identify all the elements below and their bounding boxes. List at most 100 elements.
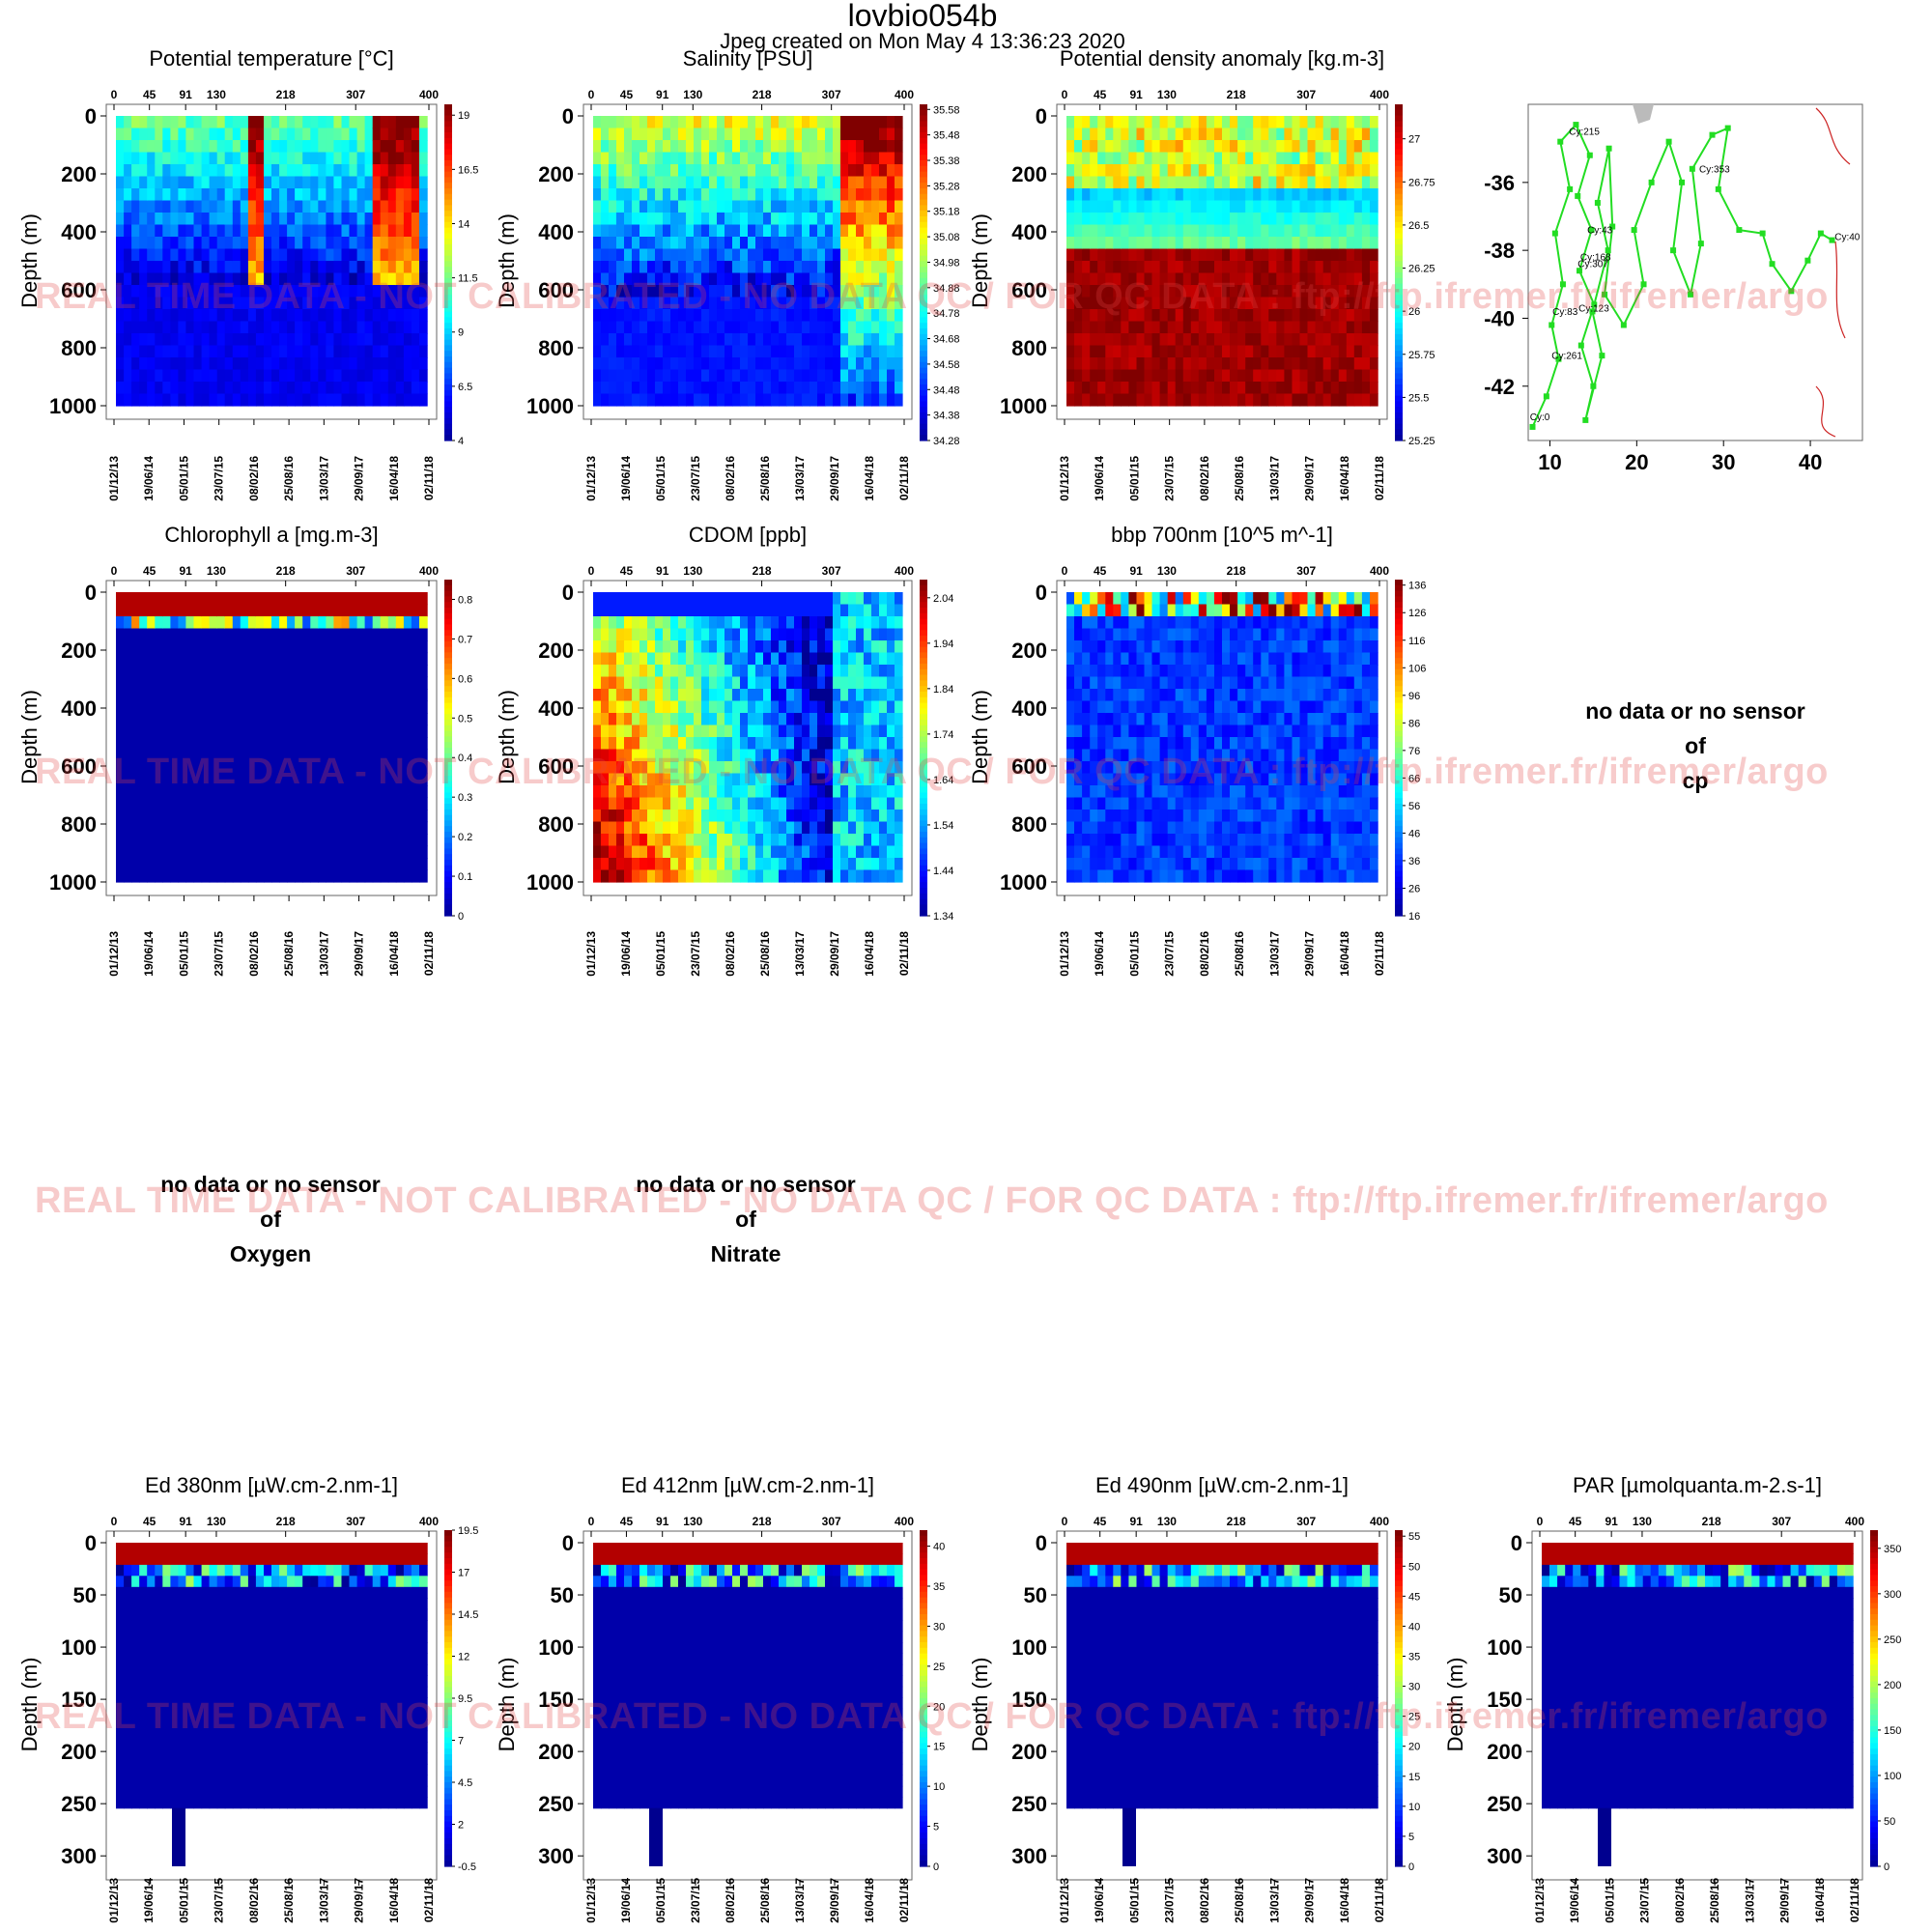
colorbar-cell [1395,373,1403,380]
heatmap-cell [209,164,218,178]
heatmap-cell [411,200,420,213]
heatmap-cell [380,188,389,202]
heatmap-cell [1113,140,1122,154]
heatmap-cell [748,749,756,762]
heatmap-cell [372,116,382,129]
heatmap-cell [287,297,296,310]
heatmap-cell [856,140,865,154]
heatmap-cell [271,248,280,262]
heatmap-cell [1167,382,1177,395]
heatmap-cell [771,213,780,226]
heatmap-cell [1074,176,1083,189]
heatmap-cell [224,785,234,799]
heatmap-cell [609,237,617,250]
heatmap-cell [701,213,710,226]
heatmap-cell [601,297,610,310]
heatmap-cell [616,845,625,859]
heatmap-cell [593,845,602,859]
heatmap-cell [686,640,695,654]
heatmap-cell [825,357,834,371]
heatmap-cell [802,382,810,395]
colorbar-cell [1395,295,1403,301]
heatmap-cell [333,188,343,202]
tick-label: 91 [179,88,192,101]
heatmap-cell [155,773,163,786]
heatmap-cell [709,869,718,883]
heatmap-cell [1346,297,1355,310]
heatmap-cell [411,785,420,799]
heatmap-cell [271,616,280,630]
heatmap-cell [170,628,180,641]
heatmap-cell [1090,357,1098,371]
heatmap-cell [170,285,180,298]
heatmap-cell [395,345,405,358]
heatmap-cell [1128,213,1138,226]
heatmap-cell [232,821,242,835]
heatmap-cell [1167,128,1177,141]
heatmap-cell [116,810,125,823]
colorbar-cell [1395,289,1403,296]
heatmap-cell [387,176,397,189]
heatmap-cell [1338,200,1348,213]
heatmap-cell [178,345,187,358]
colorbar-cell [1395,429,1403,436]
heatmap-cell [372,858,382,871]
heatmap-cell [395,665,405,678]
heatmap-cell [201,176,211,189]
heatmap-cell [833,345,841,358]
heatmap-cell [1066,393,1075,407]
heatmap-cell [724,700,733,714]
heatmap-cell [1198,128,1208,141]
heatmap-cell [271,689,280,702]
heatmap-cell [364,321,374,334]
colorbar-cell [920,339,927,346]
heatmap-cell [678,164,687,178]
heatmap-cell [201,164,211,178]
heatmap-cell [147,116,156,129]
colorbar-cell [444,618,452,625]
heatmap-cell [178,140,187,154]
heatmap-cell [185,116,195,129]
heatmap-cell [1330,369,1340,383]
heatmap-cell [670,213,679,226]
heatmap-cell [224,272,234,286]
heatmap-cell [724,309,733,323]
heatmap-cell [1253,382,1262,395]
heatmap-cell [310,810,319,823]
heatmap-cell [209,333,218,347]
heatmap-cell [678,785,687,799]
heatmap-cell [1353,237,1363,250]
heatmap-cell [609,640,617,654]
heatmap-cell [709,128,718,141]
heatmap-cell [380,382,389,395]
heatmap-cell [1082,393,1091,407]
heatmap-cell [287,665,296,678]
heatmap-cell [717,785,725,799]
heatmap-cell [139,845,148,859]
heatmap-cell [740,140,749,154]
heatmap-cell [411,152,420,165]
heatmap-cell [817,285,826,298]
heatmap-cell [139,237,148,250]
heatmap-cell [1066,382,1075,395]
heatmap-cell [609,140,617,154]
heatmap-cell [740,152,749,165]
heatmap-cell [593,604,602,617]
heatmap-cell [255,785,265,799]
heatmap-cell [647,749,656,762]
heatmap-cell [817,188,826,202]
heatmap-cell [639,152,648,165]
heatmap-cell [124,237,132,250]
heatmap-cell [1230,345,1238,358]
heatmap-cell [639,761,648,775]
heatmap-cell [116,665,125,678]
heatmap-cell [326,845,335,859]
heatmap-cell [1136,237,1146,250]
heatmap-cell [162,116,171,129]
heatmap-cell [1292,140,1301,154]
heatmap-cell [639,224,648,238]
heatmap-cell [1253,237,1262,250]
heatmap-cell [740,810,749,823]
colorbar-cell [444,367,452,374]
heatmap-cell [116,237,125,250]
